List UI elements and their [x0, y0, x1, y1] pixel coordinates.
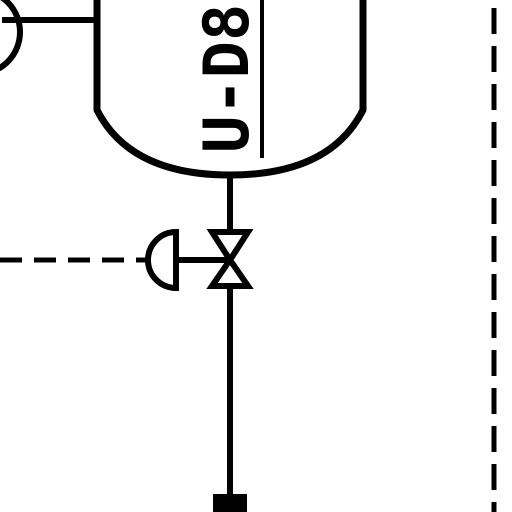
pipe-terminator [213, 494, 247, 512]
diaphragm-actuator[interactable] [145, 228, 179, 292]
vessel-tag: U-D8 [190, 4, 263, 153]
instrument-bubble[interactable] [0, 0, 23, 74]
